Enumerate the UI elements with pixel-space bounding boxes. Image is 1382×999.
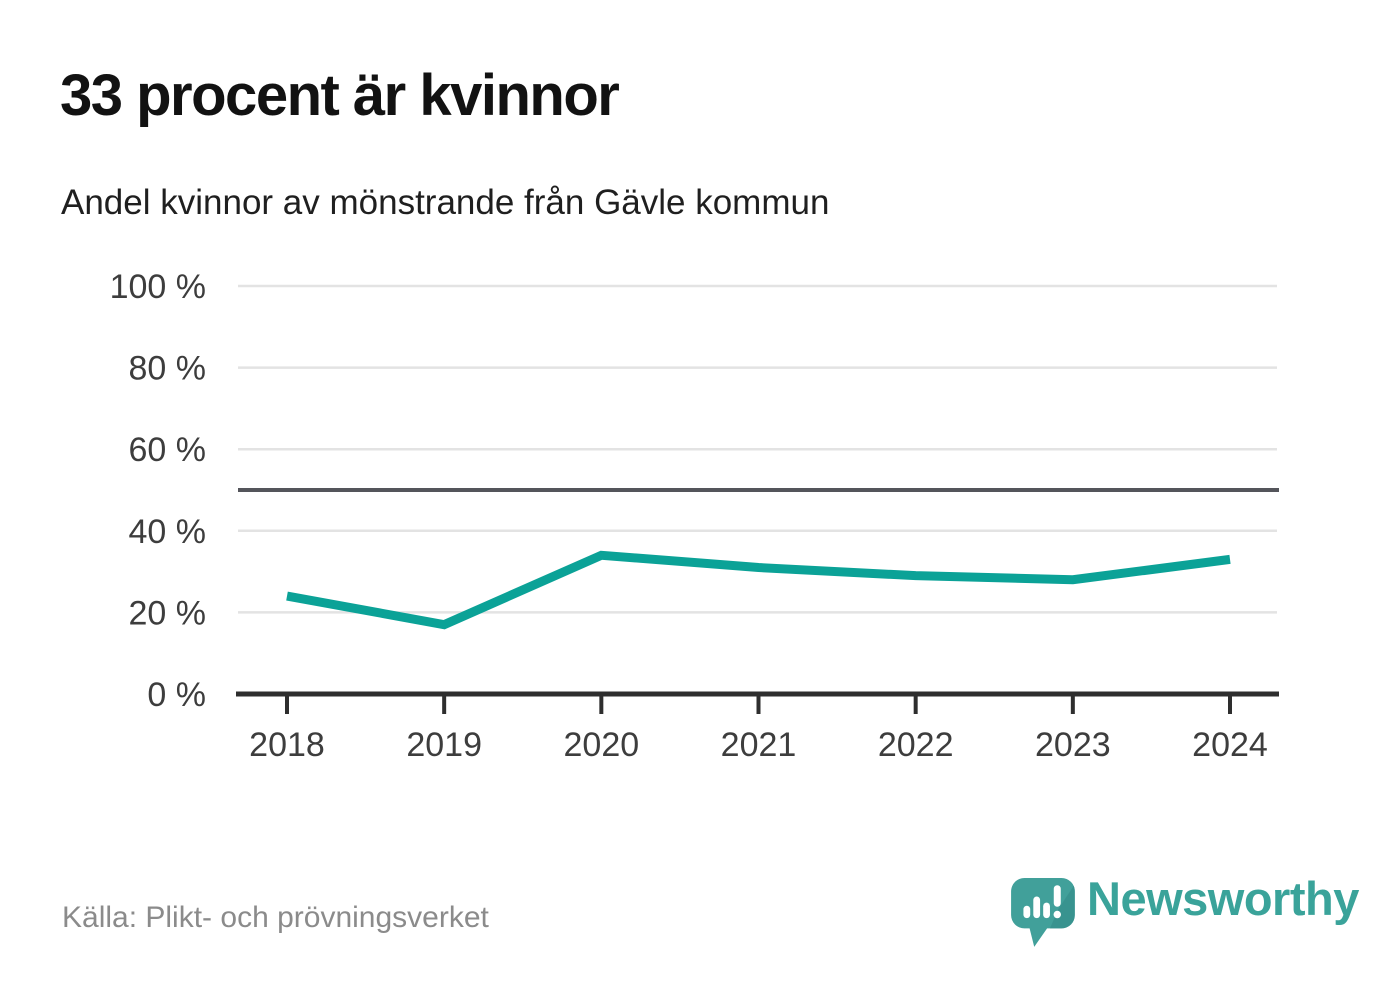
data-line-andel-kvinnor [286,550,1231,630]
x-axis-tick-label: 2021 [721,726,797,764]
chart-subtitle: Andel kvinnor av mönstrande från Gävle k… [61,183,830,222]
y-axis-tick-label: 20 % [129,594,207,632]
y-axis-tick-label: 100 % [110,268,206,306]
mini-bar-chart-glyph [1023,896,1050,919]
y-axis-tick-label: 0 % [147,676,206,714]
x-axis-tick-label: 2024 [1192,726,1268,764]
source-note: Källa: Plikt- och prövningsverket [62,901,489,934]
x-axis-tick-label: 2018 [249,726,325,764]
chart-title: 33 procent är kvinnor [60,63,620,128]
newsworthy-logo: Newsworthy [1010,872,1359,950]
x-axis-tick-label: 2022 [878,726,954,764]
y-axis-tick-label: 60 % [129,431,207,469]
x-axis-tick-label: 2023 [1035,726,1111,764]
y-axis-tick-label: 80 % [129,350,207,388]
x-axis-tick-label: 2019 [406,726,482,764]
x-axis-tick-label: 2020 [564,726,640,764]
line-chart: 0 % 20 % 40 % 60 % 80 % 100 % 2018 2019 2020 2021… [110,268,1279,764]
speech-bubble-chart-icon [1011,878,1075,947]
newsworthy-wordmark: Newsworthy [1087,872,1359,925]
y-axis-tick-label: 40 % [129,513,207,551]
exclamation-glyph [1053,885,1061,919]
